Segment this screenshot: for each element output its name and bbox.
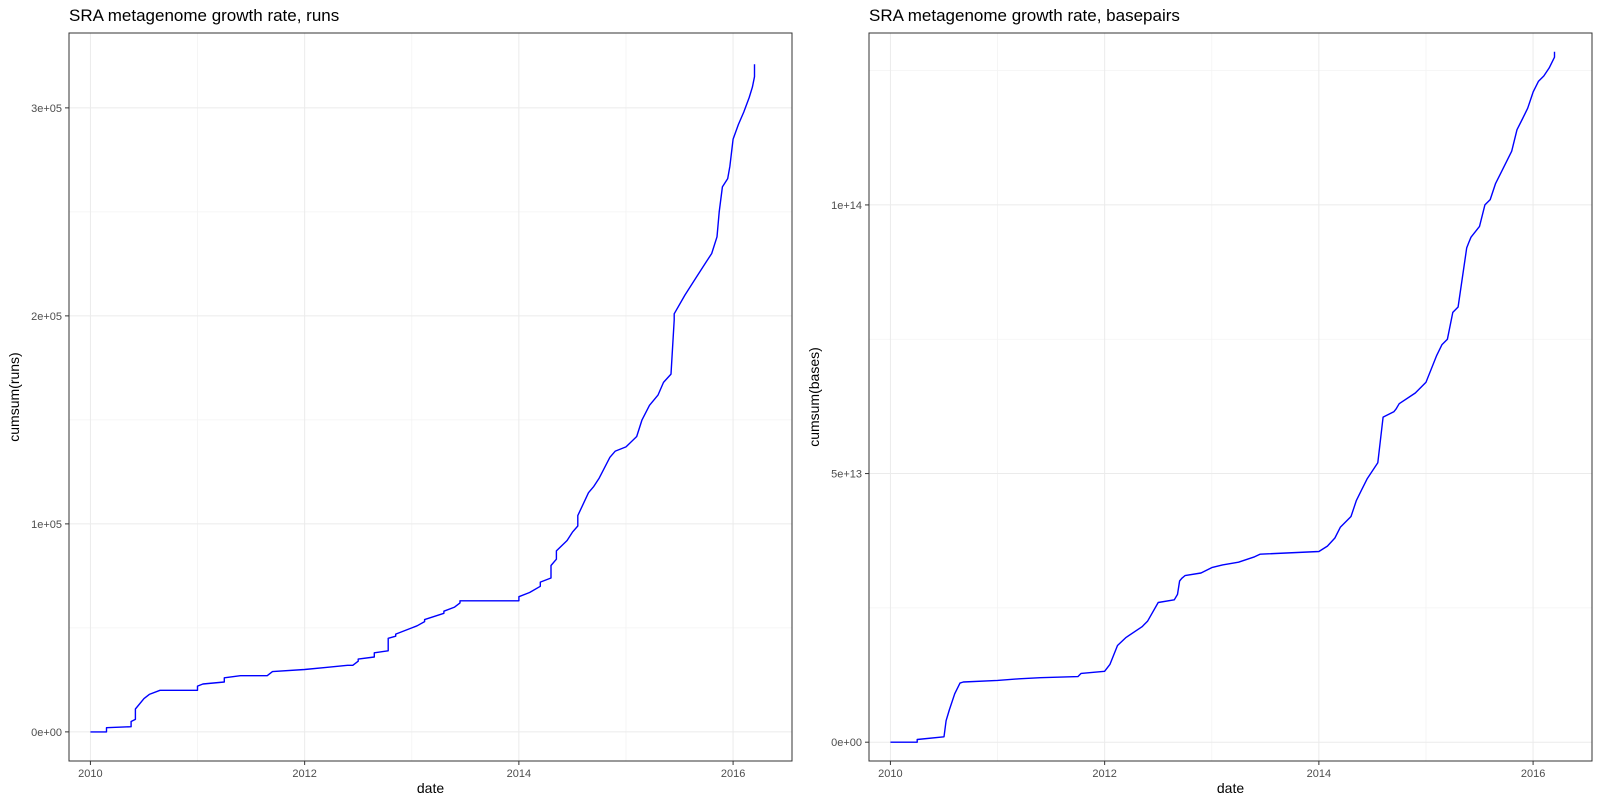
x-tick-label: 2016: [1521, 768, 1545, 780]
x-tick-label: 2012: [1092, 768, 1116, 780]
chart-title: SRA metagenome growth rate, runs: [69, 6, 339, 25]
y-tick-label: 5e+13: [831, 469, 862, 481]
y-tick-label: 1e+14: [831, 200, 862, 212]
x-axis-title: date: [417, 780, 444, 796]
x-tick-label: 2016: [721, 768, 745, 780]
y-axis-title: cumsum(runs): [6, 352, 22, 441]
y-tick-label: 1e+05: [31, 519, 62, 531]
y-tick-label: 0e+00: [831, 737, 862, 749]
x-tick-label: 2014: [507, 768, 531, 780]
chart-panel-2: 2010 2012 2014 2016 0e+00 5e+13 1e+14 SRA metag…: [806, 6, 1593, 796]
chart-title: SRA metagenome growth rate, basepairs: [869, 6, 1180, 25]
y-axis-title: cumsum(bases): [806, 347, 822, 447]
panel-border: [68, 32, 793, 762]
chart-panel-1: 2010 2012 2014 2016 0e+00 1e+05 2e+05 3e+05 SRA …: [6, 6, 793, 796]
x-tick-label: 2010: [878, 768, 902, 780]
x-tick-label: 2010: [78, 768, 102, 780]
y-tick-label: 2e+05: [31, 311, 62, 323]
data-line: [90, 64, 756, 733]
y-tick-label: 0e+00: [31, 727, 62, 739]
panel-border: [868, 32, 1593, 762]
data-line: [890, 51, 1556, 743]
x-axis-title: date: [1217, 780, 1244, 796]
y-tick-label: 3e+05: [31, 103, 62, 115]
x-tick-label: 2012: [292, 768, 316, 780]
x-tick-label: 2014: [1307, 768, 1331, 780]
